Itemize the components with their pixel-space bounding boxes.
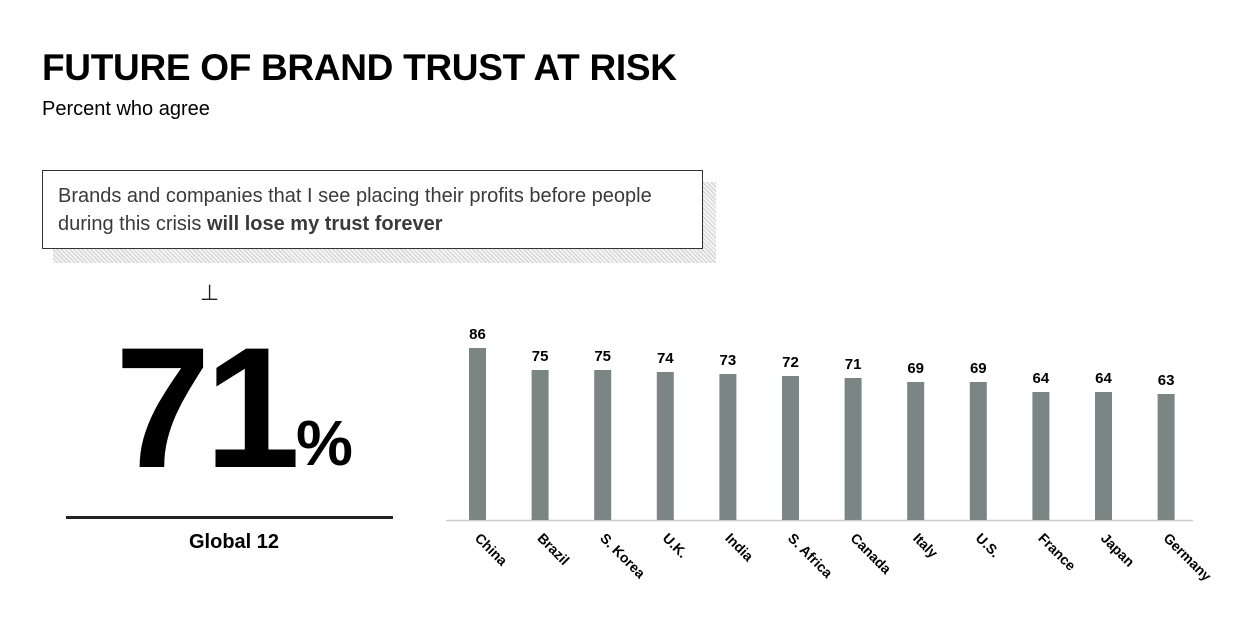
bar-u-k [656,372,674,520]
bar-india [719,374,737,520]
bar-china [469,348,486,520]
x-tick-label: France [1035,530,1079,574]
statement-box: Brands and companies that I see placing … [42,170,703,249]
global-label: Global 12 [188,531,280,553]
x-tick-label: Japan [1098,530,1138,570]
bar-value-label: 75 [594,348,611,365]
bar-value-label: 64 [1033,370,1050,387]
x-tick-label: Canada [847,530,894,577]
global-divider [66,516,393,519]
x-tick-label: Brazil [534,530,572,568]
x-tick-label: S. Korea [597,530,649,582]
bar-value-label: 86 [469,326,486,343]
bar-s-africa [782,376,799,520]
x-tick-label: Germany [1160,530,1214,584]
statement-text: Brands and companies that I see placing … [58,185,652,235]
bar-germany [1157,394,1175,520]
bar-value-label: 73 [720,352,737,369]
bar-value-label: 69 [907,360,924,377]
bar-value-label: 69 [970,360,987,377]
bar-italy [907,382,925,520]
connector-tee-icon: ⊥ [200,280,220,305]
global-percent-unit: % [296,407,353,479]
x-tick-label: China [472,530,511,569]
bar-value-label: 72 [782,354,799,371]
x-tick-label: U.S. [973,530,1004,561]
bar-france [1032,392,1050,520]
page-subtitle: Percent who agree [42,98,210,120]
bar-value-label: 63 [1158,372,1175,389]
bar-value-label: 71 [845,356,862,373]
x-tick-label: India [722,530,757,565]
bar-u-s [969,382,987,520]
bar-canada [844,378,862,520]
x-tick-label: S. Africa [785,530,836,581]
bar-value-label: 75 [532,348,549,365]
bar-brazil [531,370,549,520]
statement-text-emphasis: will lose my trust forever [206,213,443,235]
global-percent-value: 71 [115,312,300,504]
bar-value-label: 74 [657,350,674,367]
bar-s-korea [594,370,612,520]
bar-value-label: 64 [1095,370,1112,387]
page-title: FUTURE OF BRAND TRUST AT RISK [42,47,677,88]
x-tick-label: Italy [910,530,941,561]
bar-japan [1095,392,1112,520]
x-tick-label: U.K. [660,530,691,561]
